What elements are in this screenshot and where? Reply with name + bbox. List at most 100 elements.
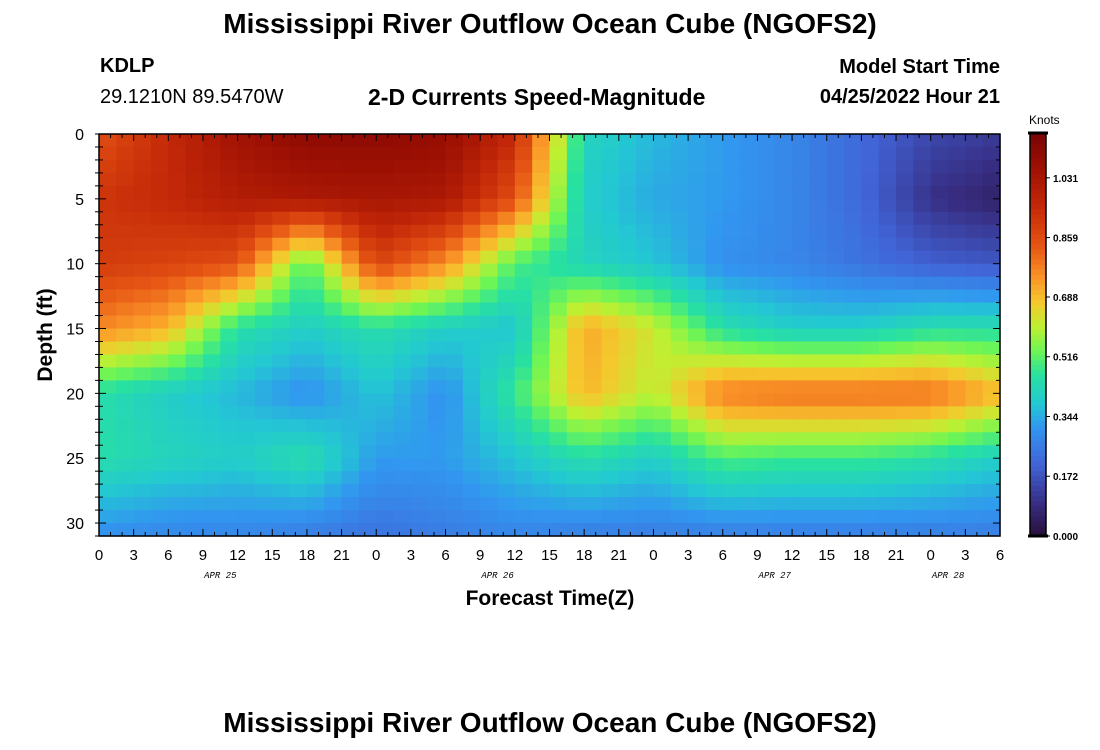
heatmap-cell bbox=[289, 445, 308, 459]
heatmap-cell bbox=[809, 367, 828, 381]
heatmap-cell bbox=[982, 237, 1001, 252]
heatmap-cell bbox=[653, 328, 672, 343]
heatmap-cell bbox=[722, 185, 741, 200]
heatmap-cell bbox=[896, 224, 914, 239]
heatmap-cell bbox=[306, 367, 325, 381]
heatmap-cell bbox=[497, 302, 516, 317]
heatmap-cell bbox=[99, 328, 117, 343]
colorbar-segment bbox=[1030, 243, 1046, 250]
heatmap-cell bbox=[514, 185, 533, 200]
heatmap-cell bbox=[358, 393, 377, 407]
heatmap-cell bbox=[896, 134, 914, 148]
heatmap-cell bbox=[445, 134, 464, 148]
date-label: APR 25 bbox=[203, 571, 237, 581]
heatmap-cell bbox=[254, 172, 273, 187]
heatmap-cell bbox=[809, 341, 828, 356]
heatmap-cell bbox=[584, 134, 603, 148]
heatmap-cell bbox=[532, 445, 551, 459]
heatmap-cell bbox=[636, 341, 655, 356]
heatmap-cell bbox=[982, 497, 1001, 511]
heatmap-cell bbox=[116, 445, 135, 459]
heatmap-cell bbox=[618, 393, 637, 407]
heatmap-cell bbox=[566, 458, 585, 472]
heatmap-cell bbox=[618, 276, 637, 291]
heatmap-cell bbox=[324, 315, 343, 330]
heatmap-cell bbox=[376, 419, 395, 433]
heatmap-cell bbox=[722, 497, 741, 511]
heatmap-cell bbox=[826, 172, 845, 187]
heatmap-cell bbox=[601, 315, 620, 330]
heatmap-cell bbox=[757, 315, 776, 330]
heatmap-cell bbox=[653, 497, 672, 511]
x-tick-label: 9 bbox=[476, 547, 484, 564]
heatmap-cell bbox=[202, 380, 221, 394]
heatmap-cell bbox=[757, 237, 776, 252]
heatmap-cell bbox=[532, 497, 551, 511]
heatmap-cell bbox=[670, 302, 689, 317]
heatmap-cell bbox=[740, 159, 759, 174]
heatmap-cell bbox=[376, 367, 395, 381]
heatmap-cell bbox=[740, 432, 759, 446]
heatmap-cell bbox=[220, 250, 239, 265]
heatmap-cell bbox=[982, 263, 1001, 278]
heatmap-cell bbox=[826, 497, 845, 511]
heatmap-cell bbox=[532, 172, 551, 187]
heatmap-cell bbox=[497, 185, 516, 200]
heatmap-cell bbox=[705, 263, 724, 278]
heatmap-cell bbox=[601, 250, 620, 265]
heatmap-cell bbox=[774, 185, 793, 200]
heatmap-cell bbox=[982, 198, 1001, 213]
heatmap-cell bbox=[826, 406, 845, 420]
heatmap-cell bbox=[670, 185, 689, 200]
heatmap-cell bbox=[289, 250, 308, 265]
heatmap-cell bbox=[757, 289, 776, 304]
heatmap-cell bbox=[878, 134, 897, 148]
heatmap-cell bbox=[618, 250, 637, 265]
heatmap-cell bbox=[670, 328, 689, 343]
heatmap-cell bbox=[341, 289, 360, 304]
colorbar-segment bbox=[1030, 248, 1046, 255]
heatmap-cell bbox=[358, 380, 377, 394]
heatmap-cell bbox=[740, 510, 759, 524]
heatmap-cell bbox=[514, 393, 533, 407]
heatmap-cell bbox=[306, 380, 325, 394]
heatmap-cell bbox=[861, 523, 880, 537]
heatmap-cell bbox=[861, 302, 880, 317]
heatmap-cell bbox=[497, 289, 516, 304]
heatmap-cell bbox=[896, 354, 914, 369]
heatmap-cell bbox=[428, 497, 447, 511]
y-tick-label: 15 bbox=[66, 322, 84, 339]
heatmap-cell bbox=[896, 198, 914, 213]
heatmap-cell bbox=[809, 380, 828, 394]
heatmap-cell bbox=[636, 263, 655, 278]
heatmap-cell bbox=[410, 302, 429, 317]
heatmap-cell bbox=[930, 445, 949, 459]
heatmap-cell bbox=[289, 172, 308, 187]
heatmap-cell bbox=[774, 224, 793, 239]
heatmap-cell bbox=[878, 367, 897, 381]
heatmap-cell bbox=[254, 328, 273, 343]
x-tick-label: 18 bbox=[299, 547, 316, 564]
heatmap-cell bbox=[341, 250, 360, 265]
heatmap-cell bbox=[341, 523, 360, 537]
heatmap-cell bbox=[913, 250, 932, 265]
heatmap-cell bbox=[896, 315, 914, 330]
heatmap-cell bbox=[601, 497, 620, 511]
heatmap-cell bbox=[341, 367, 360, 381]
heatmap-cell bbox=[324, 380, 343, 394]
heatmap-cell bbox=[445, 484, 464, 498]
heatmap-cell bbox=[705, 510, 724, 524]
heatmap-cell bbox=[445, 367, 464, 381]
heatmap-cell bbox=[930, 134, 949, 148]
heatmap-cell bbox=[393, 354, 412, 369]
heatmap-cell bbox=[722, 289, 741, 304]
heatmap-cell bbox=[358, 146, 377, 161]
heatmap-cell bbox=[688, 198, 707, 213]
heatmap-cell bbox=[306, 276, 325, 291]
heatmap-cell bbox=[792, 134, 811, 148]
heatmap-cell bbox=[636, 302, 655, 317]
colorbar-segment bbox=[1030, 490, 1046, 497]
heatmap-cell bbox=[480, 341, 499, 356]
heatmap-cell bbox=[930, 159, 949, 174]
heatmap-cell bbox=[722, 276, 741, 291]
